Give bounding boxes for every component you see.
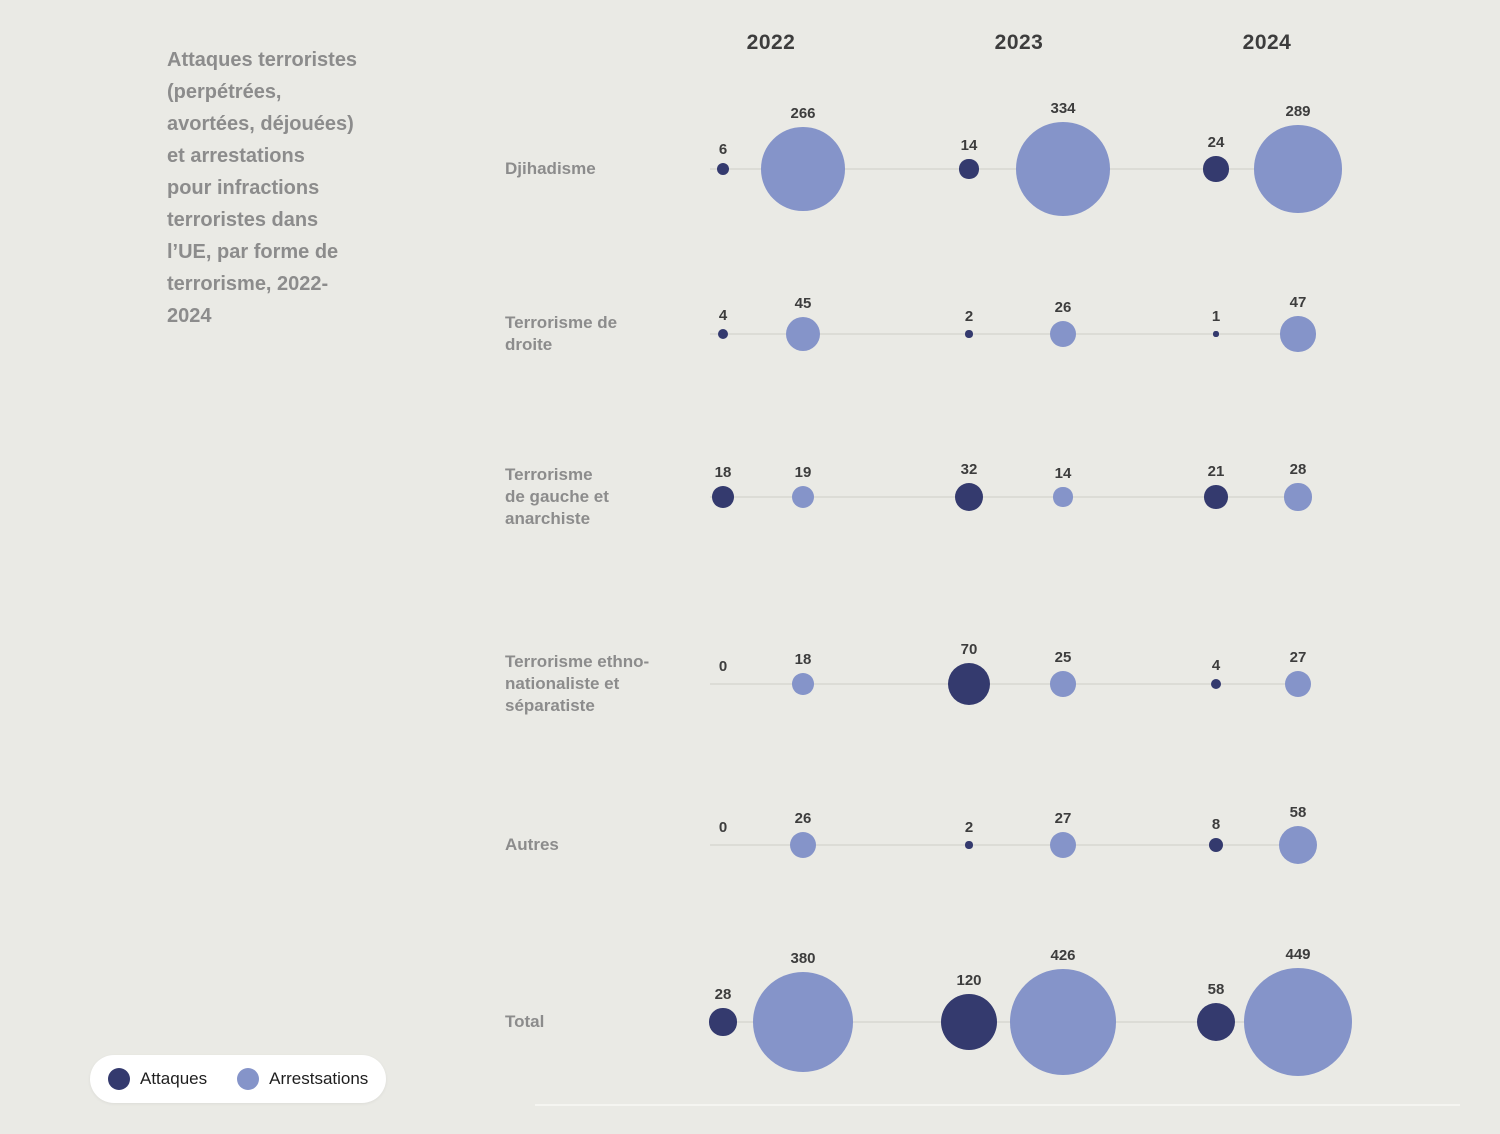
row-label: Terrorisme ethno- nationaliste et sépara… bbox=[505, 652, 650, 715]
bubble-arrestations bbox=[789, 831, 817, 859]
attaques-swatch-icon bbox=[108, 1068, 130, 1090]
bubble-arrestations bbox=[1053, 487, 1073, 507]
bottom-divider bbox=[535, 1104, 1460, 1106]
bubble-attaques bbox=[717, 328, 729, 340]
arrestations-swatch-icon bbox=[237, 1068, 260, 1090]
bubble-attaques bbox=[940, 993, 998, 1051]
value-label-attaques: 4 bbox=[1211, 656, 1221, 674]
value-label-arrestations: 14 bbox=[1054, 465, 1072, 483]
bubble-arrestations bbox=[1010, 969, 1116, 1075]
row-line bbox=[710, 683, 1298, 685]
value-label-attaques: 8 bbox=[1211, 815, 1221, 833]
row-line bbox=[710, 496, 1298, 498]
bubble-arrestations bbox=[1284, 670, 1312, 698]
value-label-attaques: 32 bbox=[960, 460, 978, 478]
bubble-arrestations bbox=[792, 673, 814, 695]
value-label-arrestations: 289 bbox=[1285, 103, 1311, 121]
row-label: Djihadisme bbox=[505, 159, 596, 178]
row-label: Total bbox=[505, 1012, 545, 1031]
value-label-attaques: 0 bbox=[718, 819, 728, 836]
value-label-attaques: 1 bbox=[1211, 308, 1221, 325]
bubble-arrestations bbox=[1049, 831, 1077, 859]
bubble-arrestations bbox=[1284, 483, 1312, 511]
value-label-arrestations: 266 bbox=[790, 105, 816, 123]
legend-item-arrestations: Arrestsations bbox=[237, 1068, 368, 1090]
bubble-attaques bbox=[965, 841, 973, 849]
row-label: Terrorisme de gauche et anarchiste bbox=[505, 465, 609, 528]
value-label-attaques: 4 bbox=[718, 306, 728, 324]
bubble-attaques bbox=[954, 482, 984, 512]
row-label: Autres bbox=[505, 835, 559, 854]
row-label: Terrorisme de droite bbox=[505, 313, 618, 354]
bubble-attaques bbox=[965, 330, 973, 338]
bubble-attaques bbox=[1210, 678, 1222, 690]
value-label-attaques: 28 bbox=[714, 986, 732, 1004]
bubble-arrestations bbox=[761, 127, 845, 211]
bubble-arrestations bbox=[791, 485, 815, 509]
year-header-2022: 2022 bbox=[746, 31, 796, 54]
value-label-attaques: 14 bbox=[960, 137, 978, 155]
bubble-attaques bbox=[1213, 331, 1219, 337]
value-label-arrestations: 58 bbox=[1289, 803, 1307, 821]
year-header-2023: 2023 bbox=[994, 31, 1044, 54]
row-line bbox=[710, 1021, 1298, 1023]
bubble-arrestations bbox=[785, 316, 821, 352]
value-label-attaques: 58 bbox=[1207, 980, 1225, 998]
bubble-arrestations bbox=[1278, 825, 1318, 865]
value-label-attaques: 70 bbox=[960, 640, 978, 658]
bubble-arrestations bbox=[753, 972, 853, 1072]
bubble-arrestations bbox=[1049, 320, 1077, 348]
bubble-attaques bbox=[716, 162, 730, 176]
bubble-attaques bbox=[1196, 1002, 1236, 1042]
bubble-arrestations bbox=[1280, 316, 1316, 352]
value-label-arrestations: 26 bbox=[794, 809, 812, 827]
bubble-attaques bbox=[1203, 156, 1229, 182]
row-line bbox=[710, 844, 1298, 846]
bubble-arrestations bbox=[1254, 125, 1342, 213]
value-label-attaques: 18 bbox=[714, 464, 732, 482]
bubble-attaques bbox=[1208, 837, 1224, 853]
bubble-arrestations bbox=[1016, 122, 1110, 216]
legend-label-arrestations: Arrestsations bbox=[269, 1069, 369, 1088]
value-label-attaques: 120 bbox=[956, 971, 982, 989]
value-label-arrestations: 28 bbox=[1289, 461, 1307, 479]
value-label-attaques: 6 bbox=[718, 140, 728, 158]
bubble-attaques bbox=[712, 486, 734, 508]
bubble-attaques bbox=[709, 1008, 737, 1036]
value-label-attaques: 21 bbox=[1207, 463, 1225, 481]
legend-label-attaques: Attaques bbox=[140, 1069, 208, 1088]
bubble-arrestations bbox=[1243, 967, 1353, 1077]
value-label-arrestations: 19 bbox=[794, 463, 812, 481]
legend-item-attaques: Attaques bbox=[108, 1068, 207, 1090]
value-label-attaques: 24 bbox=[1207, 134, 1225, 152]
value-label-attaques: 2 bbox=[964, 308, 974, 325]
value-label-arrestations: 25 bbox=[1054, 649, 1072, 667]
value-label-attaques: 0 bbox=[718, 658, 728, 675]
bubble-attaques bbox=[959, 159, 979, 179]
value-label-attaques: 2 bbox=[964, 819, 974, 836]
bubble-attaques bbox=[947, 662, 991, 706]
year-header-2024: 2024 bbox=[1242, 31, 1292, 54]
bubble-attaques bbox=[1204, 485, 1228, 509]
value-label-arrestations: 27 bbox=[1054, 809, 1072, 827]
value-label-arrestations: 47 bbox=[1289, 294, 1307, 312]
value-label-arrestations: 18 bbox=[794, 651, 812, 669]
value-label-arrestations: 380 bbox=[790, 950, 816, 968]
legend: Attaques Arrestsations bbox=[90, 1055, 387, 1103]
chart-title: Attaques terroristes (perpétrées, avorté… bbox=[167, 49, 358, 327]
value-label-arrestations: 334 bbox=[1050, 100, 1076, 118]
row-line bbox=[710, 333, 1298, 335]
value-label-arrestations: 27 bbox=[1289, 648, 1307, 666]
bubble-arrestations bbox=[1050, 671, 1076, 697]
value-label-arrestations: 426 bbox=[1050, 947, 1076, 965]
value-label-arrestations: 45 bbox=[794, 294, 812, 312]
value-label-arrestations: 26 bbox=[1054, 298, 1072, 316]
row-line bbox=[710, 168, 1298, 170]
value-label-arrestations: 449 bbox=[1285, 945, 1311, 963]
